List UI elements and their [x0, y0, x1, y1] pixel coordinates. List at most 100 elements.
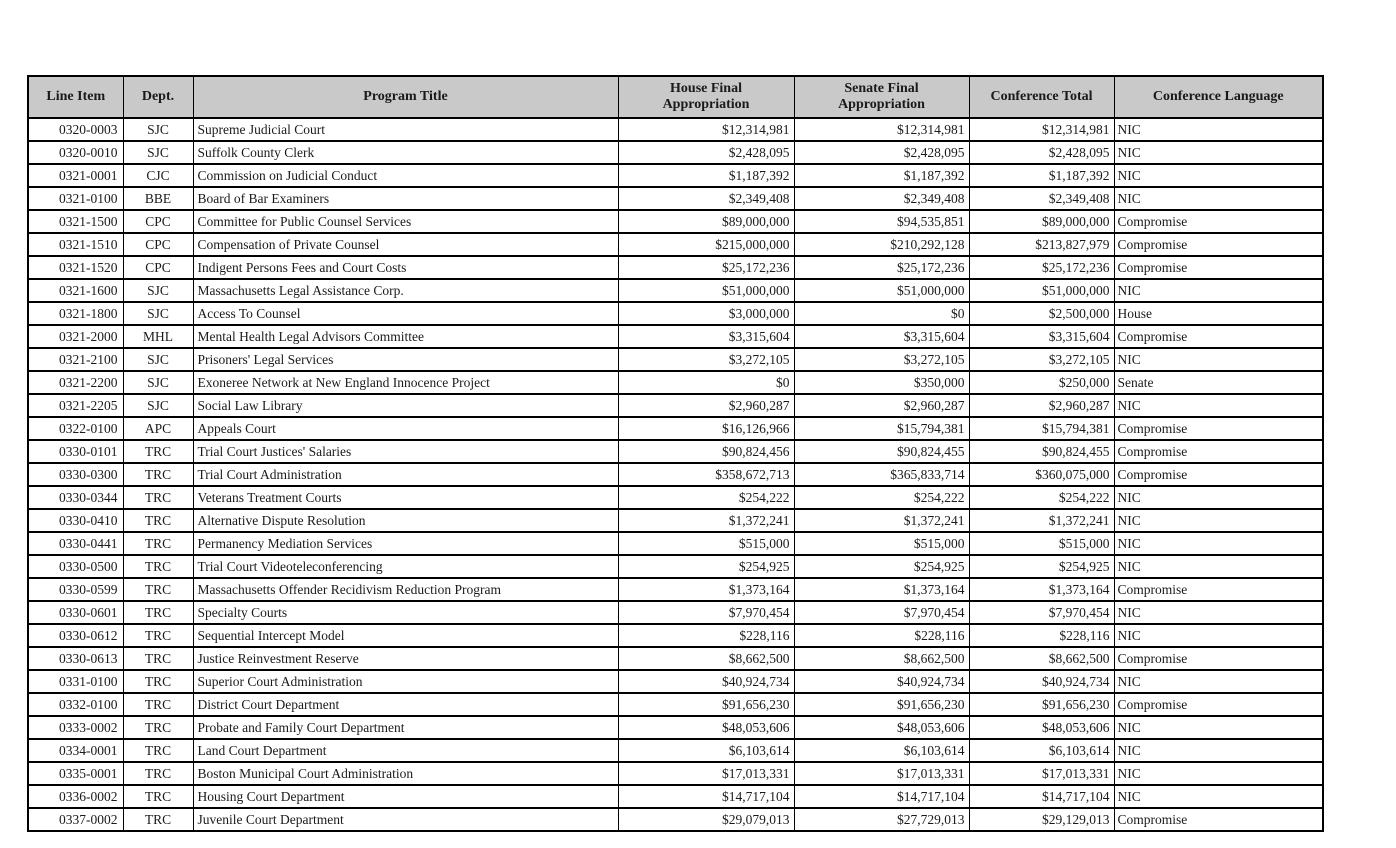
- table-row: 0330-0601 TRC Specialty Courts $7,970,454 $7…: [27, 600, 1324, 625]
- house-appropriation-cell: $358,672,713: [617, 462, 795, 487]
- house-appropriation-cell: $1,187,392: [617, 163, 795, 188]
- senate-appropriation-cell: $40,924,734: [793, 669, 970, 694]
- table-row: 0330-0500 TRC Trial Court Videoteleconfere…: [27, 554, 1324, 579]
- table-row: 0330-0612 TRC Sequential Intercept Model $2…: [27, 623, 1324, 648]
- conference-total-cell: $254,925: [968, 554, 1115, 579]
- line-item-cell: 0330-0500: [27, 554, 124, 579]
- senate-appropriation-cell: $25,172,236: [793, 255, 970, 280]
- house-appropriation-cell: $29,079,013: [617, 807, 795, 832]
- program-title-cell: Massachusetts Legal Assistance Corp.: [192, 278, 619, 303]
- dept-cell: CPC: [122, 209, 194, 234]
- program-title-cell: Board of Bar Examiners: [192, 186, 619, 211]
- conference-total-cell: $6,103,614: [968, 738, 1115, 763]
- line-item-cell: 0332-0100: [27, 692, 124, 717]
- program-title-cell: Social Law Library: [192, 393, 619, 418]
- dept-cell: TRC: [122, 508, 194, 533]
- program-title-cell: Veterans Treatment Courts: [192, 485, 619, 510]
- program-title-cell: Prisoners' Legal Services: [192, 347, 619, 372]
- conference-language-cell: Compromise: [1113, 232, 1324, 257]
- conference-language-cell: NIC: [1113, 554, 1324, 579]
- dept-cell: SJC: [122, 393, 194, 418]
- program-title-cell: Supreme Judicial Court: [192, 117, 619, 142]
- program-title-cell: Committee for Public Counsel Services: [192, 209, 619, 234]
- conference-total-cell: $2,428,095: [968, 140, 1115, 165]
- conference-language-cell: Compromise: [1113, 439, 1324, 464]
- house-appropriation-cell: $254,222: [617, 485, 795, 510]
- dept-cell: TRC: [122, 600, 194, 625]
- conference-language-cell: Compromise: [1113, 416, 1324, 441]
- house-appropriation-cell: $3,315,604: [617, 324, 795, 349]
- senate-appropriation-cell: $7,970,454: [793, 600, 970, 625]
- program-title-cell: Mental Health Legal Advisors Committee: [192, 324, 619, 349]
- program-title-cell: Suffolk County Clerk: [192, 140, 619, 165]
- house-appropriation-cell: $228,116: [617, 623, 795, 648]
- table-row: 0321-1600 SJC Massachusetts Legal Assistan…: [27, 278, 1324, 303]
- table-header: Line Item Dept. Program Title House Fina…: [27, 75, 1324, 119]
- dept-cell: MHL: [122, 324, 194, 349]
- line-item-cell: 0330-0410: [27, 508, 124, 533]
- line-item-cell: 0330-0344: [27, 485, 124, 510]
- line-item-cell: 0320-0010: [27, 140, 124, 165]
- conference-language-cell: Compromise: [1113, 692, 1324, 717]
- senate-appropriation-cell: $1,373,164: [793, 577, 970, 602]
- program-title-cell: Specialty Courts: [192, 600, 619, 625]
- conference-language-cell: NIC: [1113, 669, 1324, 694]
- senate-appropriation-cell: $12,314,981: [793, 117, 970, 142]
- conference-language-cell: Compromise: [1113, 324, 1324, 349]
- senate-appropriation-cell: $27,729,013: [793, 807, 970, 832]
- column-header-label: Dept.: [141, 88, 175, 104]
- house-appropriation-cell: $25,172,236: [617, 255, 795, 280]
- table-row: 0321-2205 SJC Social Law Library $2,960,287…: [27, 393, 1324, 418]
- dept-cell: APC: [122, 416, 194, 441]
- column-header-dept: Dept.: [122, 75, 194, 119]
- conference-language-cell: House: [1113, 301, 1324, 326]
- senate-appropriation-cell: $94,535,851: [793, 209, 970, 234]
- table-row: 0321-1800 SJC Access To Counsel $3,000,000 $…: [27, 301, 1324, 326]
- house-appropriation-cell: $48,053,606: [617, 715, 795, 740]
- table-row: 0320-0010 SJC Suffolk County Clerk $2,428,0…: [27, 140, 1324, 165]
- dept-cell: TRC: [122, 623, 194, 648]
- table-row: 0332-0100 TRC District Court Department $91…: [27, 692, 1324, 717]
- conference-total-cell: $8,662,500: [968, 646, 1115, 671]
- dept-cell: SJC: [122, 370, 194, 395]
- line-item-cell: 0330-0613: [27, 646, 124, 671]
- conference-total-cell: $515,000: [968, 531, 1115, 556]
- conference-language-cell: Senate: [1113, 370, 1324, 395]
- senate-appropriation-cell: $228,116: [793, 623, 970, 648]
- line-item-cell: 0321-2205: [27, 393, 124, 418]
- senate-appropriation-cell: $365,833,714: [793, 462, 970, 487]
- column-header-line-item: Line Item: [27, 75, 124, 119]
- column-header-senate-final-appropriation: Senate Final Appropriation: [793, 75, 970, 119]
- dept-cell: TRC: [122, 738, 194, 763]
- dept-cell: CPC: [122, 232, 194, 257]
- table-row: 0331-0100 TRC Superior Court Administratio…: [27, 669, 1324, 694]
- line-item-cell: 0321-0100: [27, 186, 124, 211]
- program-title-cell: Trial Court Justices' Salaries: [192, 439, 619, 464]
- conference-total-cell: $228,116: [968, 623, 1115, 648]
- senate-appropriation-cell: $3,272,105: [793, 347, 970, 372]
- dept-cell: SJC: [122, 278, 194, 303]
- program-title-cell: Permanency Mediation Services: [192, 531, 619, 556]
- dept-cell: TRC: [122, 784, 194, 809]
- line-item-cell: 0330-0599: [27, 577, 124, 602]
- conference-language-cell: NIC: [1113, 738, 1324, 763]
- senate-appropriation-cell: $210,292,128: [793, 232, 970, 257]
- house-appropriation-cell: $51,000,000: [617, 278, 795, 303]
- conference-language-cell: NIC: [1113, 140, 1324, 165]
- house-appropriation-cell: $2,349,408: [617, 186, 795, 211]
- dept-cell: TRC: [122, 646, 194, 671]
- dept-cell: BBE: [122, 186, 194, 211]
- program-title-cell: Appeals Court: [192, 416, 619, 441]
- conference-total-cell: $213,827,979: [968, 232, 1115, 257]
- conference-language-cell: NIC: [1113, 508, 1324, 533]
- conference-total-cell: $89,000,000: [968, 209, 1115, 234]
- program-title-cell: Justice Reinvestment Reserve: [192, 646, 619, 671]
- conference-total-cell: $2,349,408: [968, 186, 1115, 211]
- program-title-cell: Probate and Family Court Department: [192, 715, 619, 740]
- senate-appropriation-cell: $254,925: [793, 554, 970, 579]
- senate-appropriation-cell: $51,000,000: [793, 278, 970, 303]
- program-title-cell: Juvenile Court Department: [192, 807, 619, 832]
- column-header-conference-language: Conference Language: [1113, 75, 1324, 119]
- line-item-cell: 0337-0002: [27, 807, 124, 832]
